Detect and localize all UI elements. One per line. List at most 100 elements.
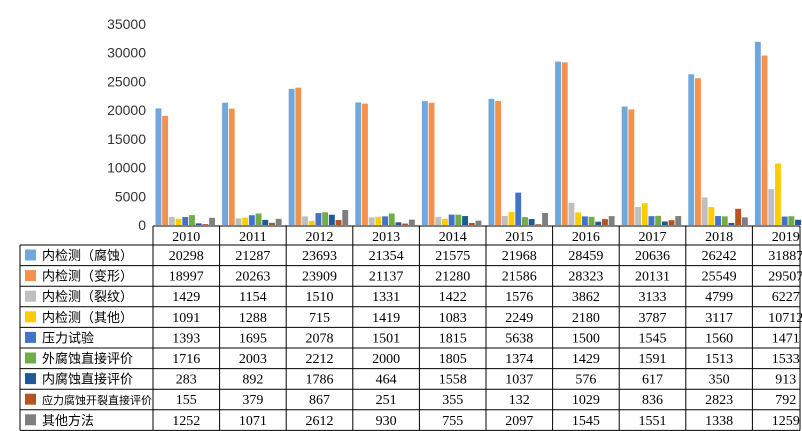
table-cell: 1513 [705, 352, 733, 367]
bar [428, 102, 435, 225]
table-cell: 464 [376, 373, 397, 388]
table-cell: 4799 [705, 290, 733, 305]
x-tick-label: 2011 [239, 230, 266, 245]
bar [295, 87, 302, 225]
table-cell: 1558 [439, 373, 467, 388]
x-tick-label: 2014 [439, 230, 467, 245]
bar [675, 216, 682, 225]
bar [535, 224, 542, 225]
bar [602, 219, 608, 225]
table-cell: 913 [775, 373, 796, 388]
table-cell: 21968 [502, 249, 537, 264]
table-cell: 28323 [568, 270, 603, 285]
table-cell: 26242 [702, 249, 737, 264]
table-cell: 1037 [505, 373, 533, 388]
table-cell: 1154 [239, 290, 266, 305]
x-tick-label: 2019 [772, 230, 800, 245]
table-cell: 2823 [705, 393, 733, 408]
table-cell: 1338 [705, 414, 733, 429]
bar [375, 216, 382, 225]
bar [228, 108, 235, 225]
table-cell: 1510 [306, 290, 334, 305]
y-tick-label: 25000 [107, 73, 146, 89]
table-cell: 350 [709, 373, 730, 388]
table-cell: 1259 [772, 414, 800, 429]
bar [555, 61, 561, 226]
bar [628, 109, 635, 225]
bar [761, 55, 768, 225]
bar [728, 222, 735, 225]
legend-label: 压力试验 [42, 330, 94, 346]
legend-swatch [25, 331, 36, 343]
y-tick-label: 5000 [115, 188, 146, 204]
table-cell: 1288 [239, 311, 267, 326]
table-cell: 1533 [772, 352, 800, 367]
table-cell: 21586 [502, 270, 537, 285]
bar [795, 219, 801, 225]
table-cell: 1252 [172, 414, 200, 429]
table-cell: 2097 [505, 414, 533, 429]
bar [588, 216, 595, 225]
legend-swatch [25, 249, 36, 261]
table-cell: 28459 [568, 249, 603, 264]
table-cell: 2180 [572, 311, 600, 326]
bar [209, 217, 215, 225]
table-cell: 867 [309, 393, 330, 408]
table-cell: 155 [176, 393, 197, 408]
bar [269, 222, 275, 225]
bar [288, 88, 295, 226]
bar [195, 223, 202, 225]
x-tick-label: 2013 [372, 230, 400, 245]
bar [695, 78, 701, 225]
bar [648, 216, 655, 225]
y-axis: 0 5000 10000 15000 20000 25000 30000 35000 [107, 16, 146, 233]
table-cell: 251 [376, 393, 397, 408]
y-tick-label: 15000 [107, 131, 146, 147]
bar [735, 208, 742, 225]
table-cell: 1786 [306, 373, 334, 388]
bar [668, 220, 675, 225]
table-cell: 10712 [768, 311, 802, 326]
bar [242, 217, 249, 225]
table-cell: 25549 [702, 270, 737, 285]
table-cell: 355 [442, 393, 463, 408]
table-cell: 21354 [369, 249, 404, 264]
bar [421, 101, 428, 225]
table-cell: 1029 [572, 393, 600, 408]
bar [189, 215, 195, 225]
table-cell: 3133 [639, 290, 667, 305]
table-cell: 1815 [439, 331, 467, 346]
bar [542, 212, 548, 225]
bar [362, 103, 368, 225]
table-cell: 29507 [768, 270, 802, 285]
bar [528, 219, 535, 225]
table-cell: 20263 [235, 270, 270, 285]
bar [661, 221, 668, 225]
table-cell: 21575 [435, 249, 470, 264]
bar [408, 219, 415, 225]
table-cell: 1083 [439, 311, 467, 326]
bar [342, 210, 349, 225]
x-tick-label: 2012 [306, 230, 334, 245]
table-cell: 2003 [239, 352, 267, 367]
x-tick-label: 2016 [572, 230, 600, 245]
bar [315, 213, 322, 225]
bar [448, 214, 455, 225]
table-cell: 1331 [372, 290, 400, 305]
table-cell: 5638 [505, 331, 533, 346]
table-cell: 715 [309, 311, 330, 326]
bar [581, 216, 588, 225]
table-cell: 1576 [505, 290, 533, 305]
bar [368, 217, 375, 225]
bar [515, 192, 522, 225]
y-tick-label: 0 [138, 217, 146, 233]
table-cell: 836 [642, 393, 663, 408]
bar [754, 41, 761, 225]
bar [435, 216, 442, 225]
bar [575, 212, 582, 225]
table-cell: 3787 [639, 311, 667, 326]
table-cell: 1805 [439, 352, 467, 367]
bar [462, 216, 468, 225]
x-tick-label: 2017 [639, 230, 667, 245]
